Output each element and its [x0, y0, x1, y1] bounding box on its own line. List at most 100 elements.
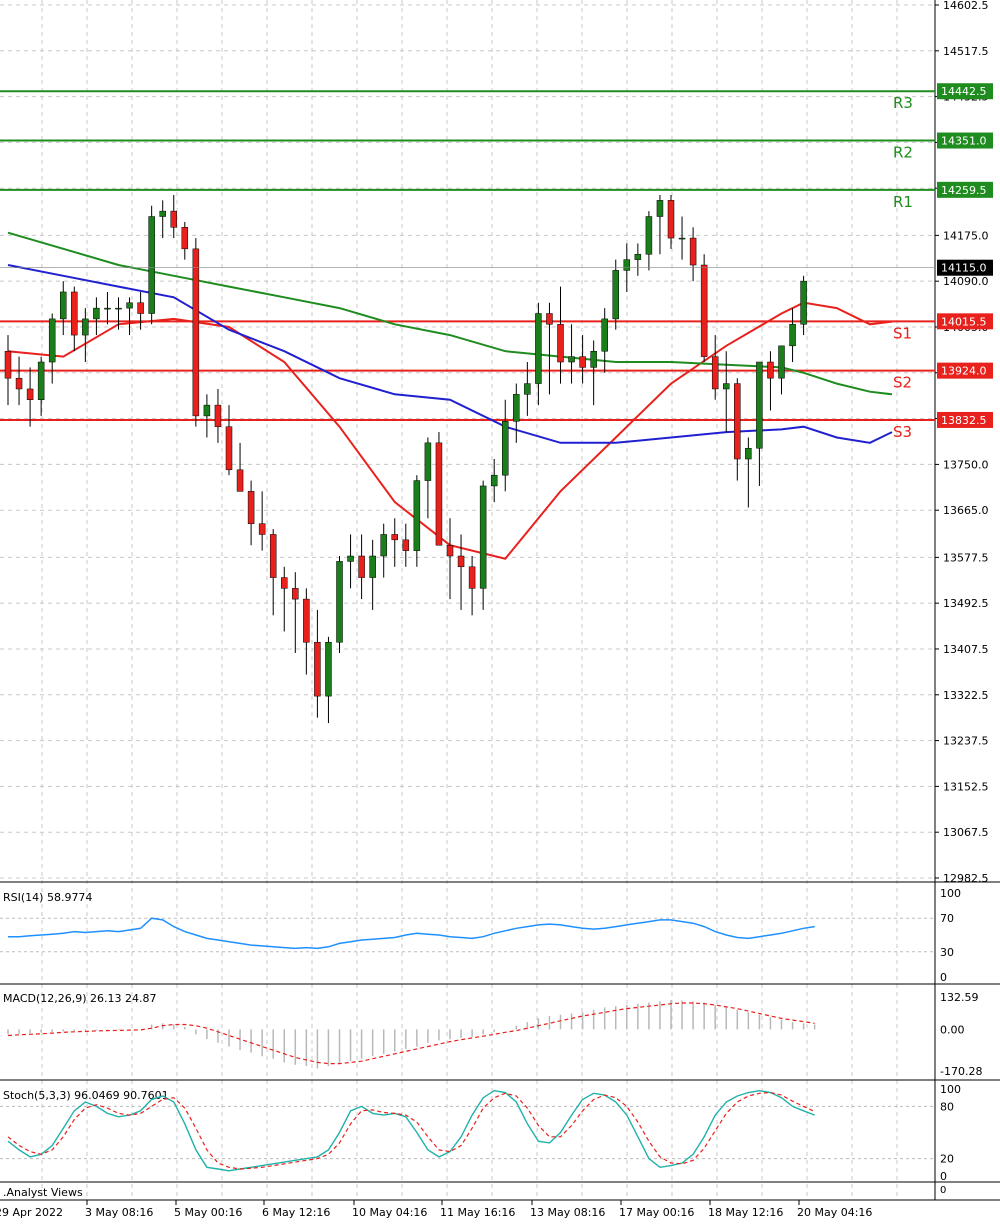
macd-tick: 132.59: [940, 991, 979, 1004]
candle-body: [93, 307, 100, 320]
candle-body: [26, 388, 34, 400]
level-price-text: 13832.5: [941, 414, 987, 427]
candle-body: [568, 356, 575, 363]
price-tick-label: 12982.5: [943, 872, 989, 885]
candle-body: [303, 598, 310, 643]
candle-body: [579, 356, 586, 368]
candle-body: [225, 426, 233, 471]
analyst-views-label: .Analyst Views: [3, 1186, 83, 1199]
stoch-tick: 80: [940, 1100, 954, 1113]
time-label: 29 Apr 2022: [0, 1206, 63, 1219]
level-price-text: 14442.5: [941, 85, 987, 98]
candle-body: [347, 555, 354, 562]
level-price-badge: [937, 313, 993, 330]
price-tick-label: 13067.5: [943, 826, 989, 839]
rsi-tick: 100: [940, 887, 961, 900]
time-label: 18 May 12:16: [708, 1206, 783, 1219]
level-price-badge: [937, 362, 993, 379]
candle-body: [4, 350, 12, 379]
candle-body: [358, 555, 365, 578]
candle-body: [435, 442, 443, 546]
plot-background: [0, 0, 935, 1200]
candle-body: [402, 539, 410, 551]
candle-body: [634, 253, 642, 260]
candle-body: [778, 345, 785, 379]
candle-body: [292, 588, 299, 600]
candle-body: [700, 264, 708, 357]
candle-body: [557, 324, 564, 363]
candle-body: [424, 442, 432, 481]
time-label: 5 May 00:16: [174, 1206, 242, 1219]
candle-body: [281, 577, 288, 589]
candle-body: [214, 404, 222, 427]
candle-body: [48, 318, 56, 363]
candle-body: [247, 491, 255, 524]
candle-body: [181, 227, 189, 250]
candle-body: [115, 307, 122, 310]
time-label: 11 May 16:16: [440, 1206, 515, 1219]
candle-body: [535, 313, 542, 384]
price-tick-label: 13152.5: [943, 780, 989, 793]
time-label: 13 May 08:16: [530, 1206, 605, 1219]
price-tick-label: 14175.0: [943, 229, 989, 242]
candle-body: [667, 200, 675, 239]
ma-long-line: [7, 231, 893, 396]
candle-body: [502, 421, 509, 476]
stoch-tick: 100: [940, 1083, 961, 1096]
candle-body: [314, 641, 321, 697]
level-price-badge: [937, 181, 993, 198]
candle-body: [380, 534, 387, 557]
analyst-views-tick: 0: [940, 1185, 946, 1196]
price-tick-label: 14602.5: [943, 0, 989, 12]
macd-label: MACD(12,26,9) 26.13 24.87: [3, 992, 157, 1005]
price-tick-label: 14517.5: [943, 45, 989, 58]
level-price-badge: [937, 83, 993, 100]
time-label: 20 May 04:16: [797, 1206, 872, 1219]
candle-body: [137, 302, 144, 314]
rsi-label: RSI(14) 58.9774: [3, 891, 92, 904]
grid: [0, 0, 936, 1200]
price-tick-label: 13577.5: [943, 551, 989, 564]
price-tick-label: 13492.5: [943, 597, 989, 610]
candle-body: [789, 324, 796, 347]
time-label: 17 May 00:16: [619, 1206, 694, 1219]
time-label: 6 May 12:16: [262, 1206, 330, 1219]
rsi-tick: 30: [940, 946, 954, 959]
candle-body: [623, 259, 631, 271]
candle-body: [391, 534, 398, 541]
candle-body: [37, 361, 45, 400]
level-label-r3: R3: [893, 94, 913, 112]
price-tick-label: 14090.0: [943, 275, 989, 288]
stoch-tick: 20: [940, 1153, 954, 1166]
stoch-d-line: [7, 1091, 815, 1170]
price-tick-label: 13750.0: [943, 458, 989, 471]
candle-body: [524, 383, 531, 395]
candle-body: [479, 485, 487, 589]
candle-body: [71, 291, 78, 336]
rsi-line: [8, 917, 815, 950]
time-axis: 29 Apr 2022 3 May 08:16 5 May 00:16 6 May 1…: [0, 1200, 872, 1219]
candle-body: [612, 270, 619, 320]
candle-body: [126, 302, 133, 309]
candle-body: [192, 248, 200, 417]
candle-body: [734, 383, 741, 460]
macd-tick: 0.00: [940, 1023, 965, 1036]
indicator-panels: RSI(14) 58.9774 100 70 30 0 MACD(12,26,9) 26.…: [0, 881, 1000, 1201]
candle-body: [689, 237, 697, 266]
level-label-r1: R1: [893, 193, 913, 211]
candle-body: [645, 216, 653, 255]
price-tick-label: 13407.5: [943, 643, 989, 656]
candle-body: [325, 641, 332, 697]
candle-body: [601, 318, 608, 352]
candle-body: [104, 307, 111, 310]
price-tick-label: 13665.0: [943, 504, 989, 517]
current-price-text: 14115.0: [941, 262, 987, 275]
candle-body: [711, 356, 719, 390]
candle-body: [723, 383, 730, 390]
candle-body: [800, 280, 807, 325]
candle-body: [756, 361, 763, 449]
candle-body: [468, 566, 476, 589]
level-price-badge: [937, 132, 993, 149]
